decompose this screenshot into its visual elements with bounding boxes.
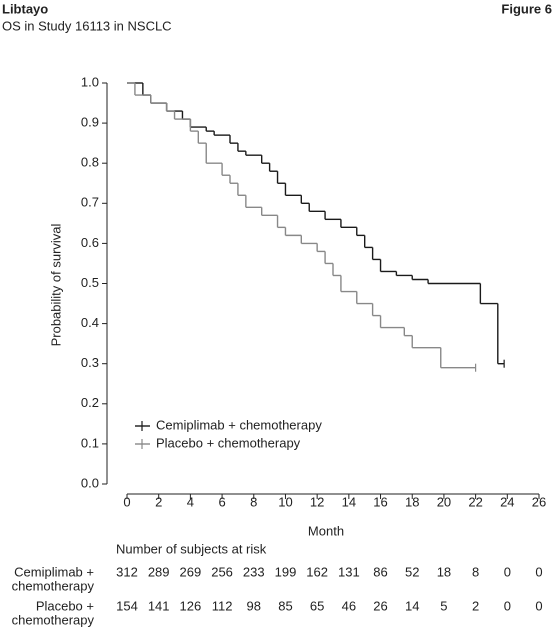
y-tick-label: 0.3 [81, 355, 99, 370]
x-tick-label: 22 [468, 494, 482, 509]
x-tick-label: 0 [123, 494, 130, 509]
y-axis-label: Probability of survival [48, 223, 63, 346]
brand: Libtayo [2, 1, 48, 16]
x-tick-label: 12 [310, 494, 324, 509]
y-tick-label: 0.9 [81, 115, 99, 130]
risk-count: 65 [310, 598, 324, 613]
risk-count: 98 [247, 598, 261, 613]
risk-count: 131 [338, 564, 360, 579]
x-tick-label: 6 [218, 494, 225, 509]
x-tick-label: 24 [500, 494, 514, 509]
risk-count: 112 [212, 598, 233, 613]
risk-count: 289 [148, 564, 170, 579]
chart-title: OS in Study 16113 in NSCLC [2, 18, 172, 33]
risk-count: 46 [342, 598, 356, 613]
legend-label: Cemiplimab + chemotherapy [156, 417, 322, 432]
y-tick-label: 0.7 [81, 195, 99, 210]
y-tick-label: 1.0 [81, 74, 99, 89]
y-tick-label: 0.2 [81, 395, 99, 410]
risk-count: 141 [148, 598, 170, 613]
risk-count: 14 [405, 598, 419, 613]
risk-count: 86 [373, 564, 387, 579]
y-tick-label: 0.0 [81, 475, 99, 490]
risk-count: 233 [243, 564, 265, 579]
x-tick-label: 2 [155, 494, 162, 509]
risk-count: 312 [116, 564, 138, 579]
risk-count: 269 [180, 564, 202, 579]
risk-count: 85 [278, 598, 292, 613]
x-tick-label: 4 [187, 494, 194, 509]
y-tick-label: 0.1 [81, 435, 99, 450]
risk-row-label: chemotherapy [12, 612, 95, 627]
risk-count: 52 [405, 564, 419, 579]
figure-label: Figure 6 [501, 1, 552, 16]
risk-count: 0 [504, 598, 511, 613]
x-tick-label: 26 [532, 494, 546, 509]
y-tick-label: 0.6 [81, 235, 99, 250]
risk-count: 0 [504, 564, 511, 579]
risk-count: 126 [180, 598, 202, 613]
risk-count: 154 [116, 598, 138, 613]
risk-row-label: chemotherapy [12, 578, 95, 593]
risk-count: 26 [373, 598, 387, 613]
y-tick-label: 0.4 [81, 315, 99, 330]
x-tick-label: 16 [373, 494, 387, 509]
x-tick-label: 14 [342, 494, 356, 509]
x-tick-label: 20 [437, 494, 451, 509]
risk-count: 2 [472, 598, 479, 613]
y-tick-label: 0.8 [81, 155, 99, 170]
risk-row-label: Placebo + [36, 598, 94, 613]
legend-label: Placebo + chemotherapy [156, 435, 301, 450]
x-tick-label: 10 [278, 494, 292, 509]
risk-count: 0 [535, 564, 542, 579]
risk-count: 199 [275, 564, 297, 579]
risk-table-title: Number of subjects at risk [116, 541, 267, 556]
risk-count: 162 [306, 564, 328, 579]
risk-count: 8 [472, 564, 479, 579]
risk-count: 256 [211, 564, 233, 579]
y-tick-label: 0.5 [81, 275, 99, 290]
risk-count: 0 [535, 598, 542, 613]
risk-count: 18 [437, 564, 451, 579]
risk-count: 5 [440, 598, 447, 613]
x-tick-label: 18 [405, 494, 419, 509]
x-tick-label: 8 [250, 494, 257, 509]
risk-row-label: Cemiplimab + [14, 564, 94, 579]
x-axis-label: Month [308, 523, 344, 538]
